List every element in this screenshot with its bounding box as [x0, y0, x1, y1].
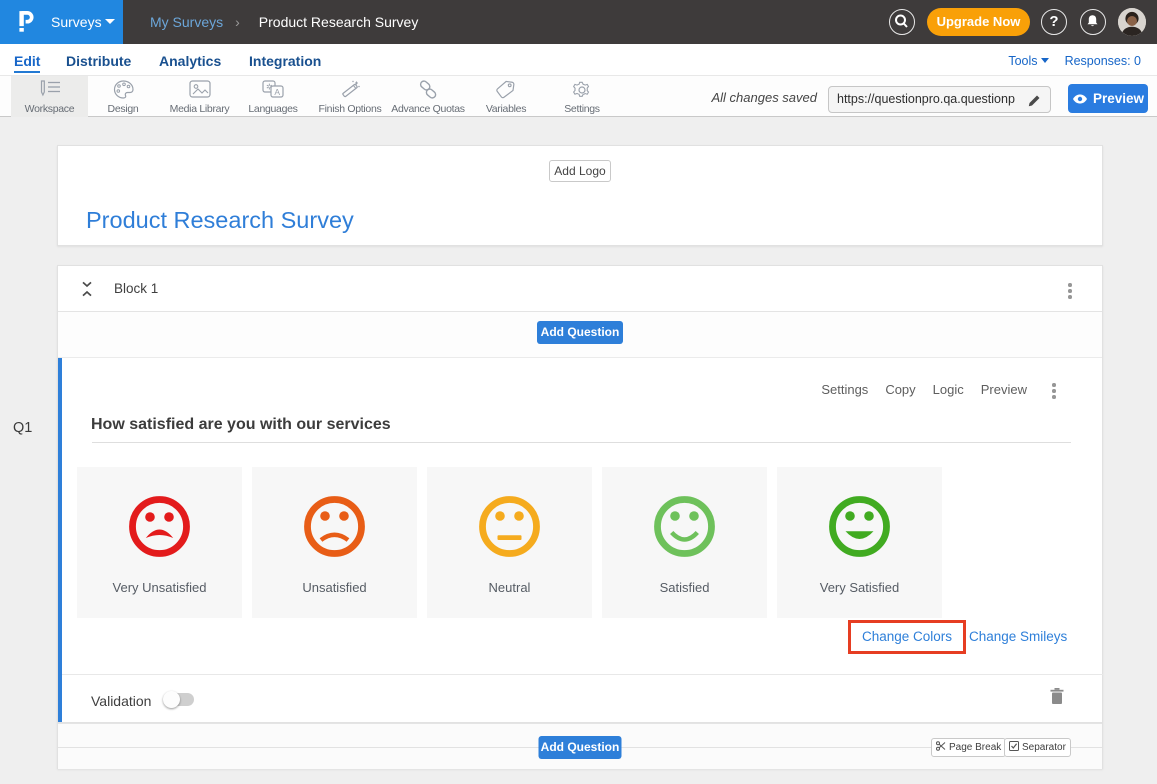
svg-text:A: A [274, 87, 280, 97]
svg-text:✲: ✲ [266, 83, 273, 92]
